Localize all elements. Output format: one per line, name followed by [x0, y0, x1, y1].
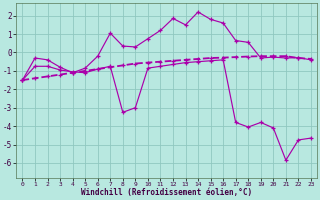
X-axis label: Windchill (Refroidissement éolien,°C): Windchill (Refroidissement éolien,°C)	[81, 188, 252, 197]
